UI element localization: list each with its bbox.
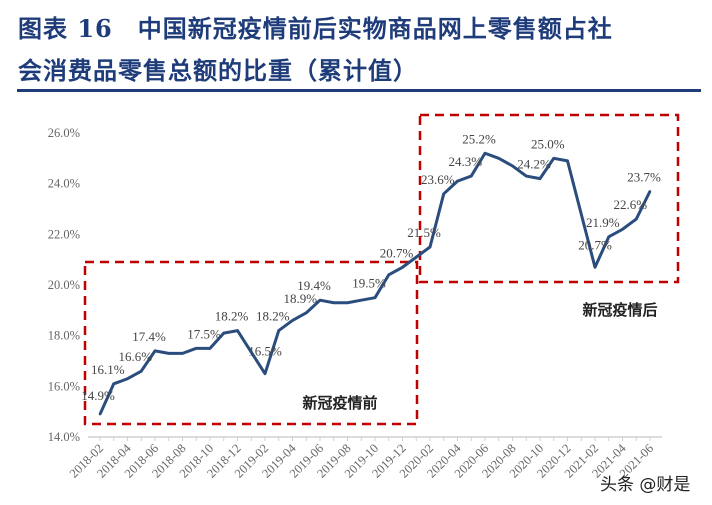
data-label: 16.6%	[118, 349, 152, 364]
annotation-post-covid: 新冠疫情后	[582, 301, 657, 319]
data-label: 23.6%	[421, 172, 455, 187]
data-label: 18.2%	[256, 309, 290, 324]
data-label: 21.9%	[586, 215, 620, 230]
y-tick-label: 22.0%	[48, 227, 80, 241]
data-label: 22.6%	[613, 197, 647, 212]
data-point	[607, 235, 610, 239]
data-point	[552, 157, 555, 160]
data-point	[580, 212, 583, 216]
data-label: 24.2%	[517, 157, 551, 172]
data-point	[318, 299, 322, 302]
title-underline	[17, 89, 701, 92]
data-point	[415, 255, 418, 259]
data-point	[222, 331, 225, 335]
data-point	[167, 352, 170, 355]
data-point	[566, 159, 569, 163]
data-point	[112, 382, 115, 385]
post-covid-box	[418, 113, 680, 284]
data-label: 18.2%	[215, 309, 249, 324]
data-label: 21.5%	[407, 225, 441, 240]
data-point	[442, 192, 445, 195]
data-point	[332, 301, 335, 304]
annotation-pre-covid: 新冠疫情前	[302, 394, 377, 412]
data-point	[497, 157, 500, 160]
data-point	[428, 245, 432, 249]
title-line-1: 图表 16 中国新冠疫情前后实物商品网上零售额占社	[18, 14, 613, 43]
data-point	[373, 296, 377, 299]
y-tick-label: 24.0%	[48, 177, 80, 191]
pre-covid-box	[83, 260, 419, 426]
y-tick-label: 26.0%	[48, 126, 80, 140]
data-point	[593, 266, 597, 269]
data-label: 16.1%	[91, 362, 125, 377]
data-label: 25.2%	[462, 131, 496, 146]
data-label: 24.3%	[448, 154, 482, 169]
data-point	[525, 174, 528, 178]
data-label: 23.7%	[627, 169, 661, 184]
y-tick-label: 16.0%	[48, 379, 80, 393]
data-point	[621, 228, 624, 231]
data-label: 19.5%	[352, 276, 386, 291]
y-tick-label: 20.0%	[48, 278, 80, 292]
data-point	[250, 350, 253, 354]
data-point	[387, 273, 390, 277]
data-label: 17.4%	[132, 329, 166, 344]
data-point	[305, 311, 308, 315]
data-point	[195, 347, 198, 350]
data-point	[538, 177, 542, 180]
data-point	[483, 152, 487, 155]
data-label: 20.7%	[380, 245, 414, 260]
data-point	[140, 369, 143, 373]
data-point	[98, 413, 102, 416]
data-label: 25.0%	[531, 136, 565, 151]
data-point	[456, 179, 459, 183]
data-point	[511, 164, 514, 168]
data-point	[277, 329, 280, 332]
data-point	[470, 174, 473, 178]
data-point	[635, 217, 638, 221]
data-point	[236, 329, 239, 332]
data-point	[181, 352, 184, 355]
data-point	[208, 347, 212, 350]
data-label: 17.5%	[187, 326, 221, 341]
data-label: 14.9%	[81, 388, 115, 403]
data-label: 16.5%	[248, 344, 282, 359]
data-point	[291, 319, 294, 322]
data-point	[346, 301, 349, 304]
data-point	[360, 299, 363, 302]
data-point	[263, 372, 267, 375]
data-label: 18.9%	[283, 291, 317, 306]
data-label: 20.7%	[578, 237, 612, 252]
y-tick-label: 18.0%	[48, 329, 80, 343]
data-point	[648, 190, 652, 193]
figure-title: 图表 16 中国新冠疫情前后实物商品网上零售额占社 会消费品零售总额的比重（累计…	[18, 8, 708, 92]
watermark: 头条 @财是	[600, 475, 691, 495]
title-line-2: 会消费品零售总额的比重（累计值）	[18, 56, 418, 85]
data-point	[401, 266, 404, 269]
data-point	[126, 377, 129, 380]
y-tick-label: 14.0%	[48, 430, 80, 444]
data-point	[153, 349, 157, 353]
data-label: 19.4%	[297, 278, 331, 293]
